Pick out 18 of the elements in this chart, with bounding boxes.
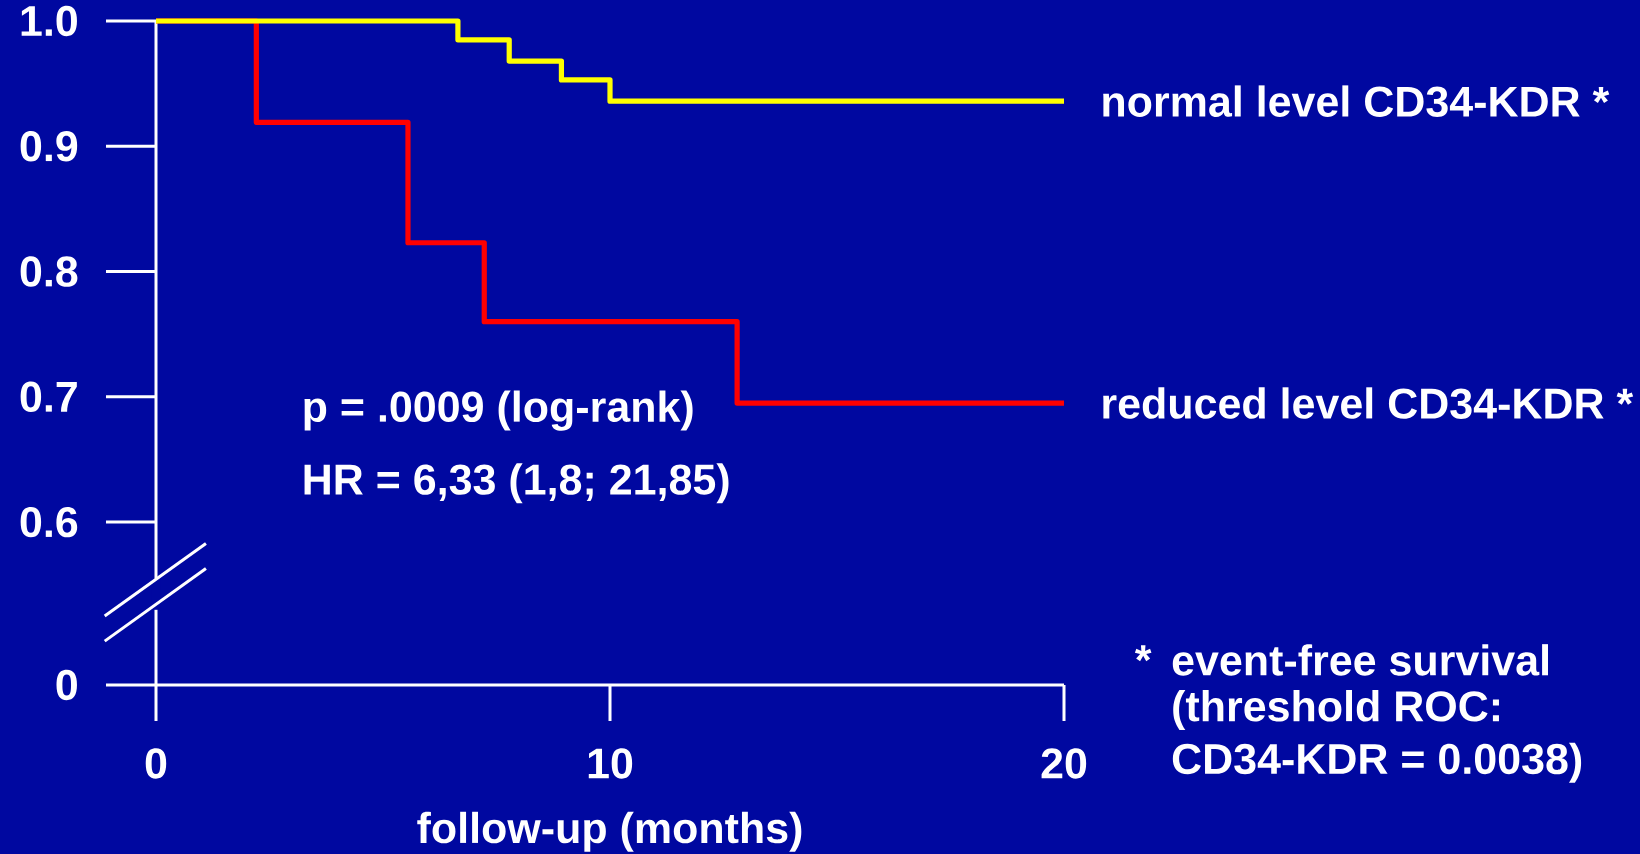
series-label: normal level CD34-KDR * [1103,85,1610,117]
y-tick-label: 0.8 [20,256,78,287]
y-tick-label: 0.7 [20,381,77,413]
text: * [1134,645,1152,662]
annotation: p = .0009 (log-rank) [304,390,693,431]
text: (threshold ROC: [1173,690,1499,731]
y-tick-label: 0 [56,669,77,701]
x-tick-label: 10 [588,748,633,779]
y-tick-label: 0.6 [20,506,78,538]
y-tick-label: 0.9 [20,131,78,162]
x-tick-label: 20 [1041,748,1087,779]
text: CD34-KDR = 0.0038) [1172,742,1582,783]
series-label: reduced level CD34-KDR * [1103,387,1634,419]
y-tick-label: 1.0 [21,5,77,37]
x-tick-label: 0 [145,748,167,779]
annotation: HR = 6,33 (1,8; 21,85) [304,463,729,504]
x-axis-title: follow-up (months) [417,811,802,852]
text: event-free survival [1172,644,1548,676]
